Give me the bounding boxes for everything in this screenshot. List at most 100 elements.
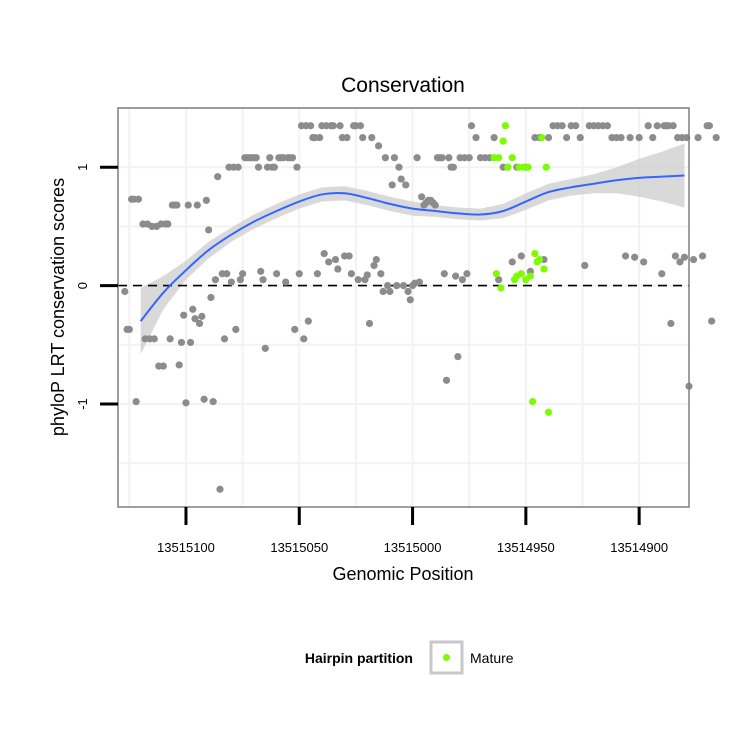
data-point-other [399, 281, 408, 290]
x-axis: 13515100 13515050 13515000 13514950 13514900 [157, 507, 668, 555]
data-point-other [626, 133, 634, 142]
x-tick-label: 13515000 [384, 540, 442, 555]
data-point-other [621, 252, 630, 260]
data-point-other [134, 195, 142, 203]
data-point-mature [542, 163, 550, 171]
data-point-mature [517, 270, 525, 278]
data-point-other [472, 133, 480, 142]
data-point-other [572, 122, 580, 130]
data-point-other [254, 163, 263, 171]
data-point-other [558, 122, 566, 130]
data-point-other [418, 193, 426, 201]
data-point-other [667, 319, 675, 328]
data-point-other [397, 175, 405, 183]
data-point-other [544, 133, 553, 142]
data-point-other [415, 278, 423, 286]
y-tick-label: -1 [75, 398, 90, 410]
data-point-other [368, 133, 376, 142]
x-tick-label: 13515050 [270, 540, 328, 555]
data-point-other [216, 485, 224, 493]
data-point-other [406, 296, 414, 304]
legend-title: Hairpin partition [305, 650, 413, 666]
data-point-other [320, 250, 328, 258]
data-point-other [191, 315, 199, 323]
data-point-other [490, 133, 498, 142]
data-point-other [576, 133, 584, 142]
x-axis-label: Genomic Position [332, 564, 473, 584]
data-point-other [295, 270, 303, 278]
data-point-other [671, 252, 680, 260]
data-point-other [370, 261, 378, 270]
data-point-other [708, 317, 716, 325]
data-point-other [205, 226, 213, 234]
y-axis-label: phyloP LRT conservation scores [48, 178, 68, 436]
data-point-other [563, 133, 571, 142]
data-point-other [603, 122, 612, 130]
confidence-ribbon [140, 143, 685, 355]
data-point-other [331, 255, 340, 264]
data-point-other [698, 252, 707, 260]
data-point-other [329, 122, 337, 130]
legend-key-mature-dot [443, 654, 450, 661]
data-point-other [390, 154, 399, 162]
data-point-other [359, 133, 367, 142]
data-point-other [313, 270, 321, 278]
data-point-mature [526, 272, 534, 280]
data-point-other [304, 317, 312, 325]
data-point-other [177, 338, 186, 347]
data-point-other [689, 255, 698, 264]
data-point-mature [524, 163, 532, 171]
data-point-other [232, 325, 240, 334]
data-point-other [694, 133, 702, 142]
data-point-mature [540, 265, 548, 273]
data-point-other [316, 133, 324, 142]
data-point-mature [492, 270, 501, 278]
legend: Hairpin partition Mature [305, 640, 514, 675]
data-point-other [270, 163, 278, 171]
data-point-other [236, 276, 244, 284]
data-point-mature [504, 163, 512, 171]
data-point-other [581, 261, 589, 270]
data-point-other [159, 362, 167, 370]
data-point-other [463, 270, 471, 278]
data-point-other [402, 181, 410, 189]
data-point-other [467, 122, 476, 130]
data-point-other [184, 201, 192, 209]
data-point-other [442, 376, 451, 384]
data-point-other [193, 201, 201, 209]
data-point-other [214, 173, 222, 181]
data-point-other [384, 281, 392, 290]
data-point-other [680, 253, 689, 261]
data-point-other [288, 154, 297, 162]
x-tick-label: 13515100 [157, 540, 215, 555]
data-point-other [395, 163, 403, 171]
data-point-other [186, 338, 195, 347]
points-other-group [121, 122, 720, 493]
data-point-other [164, 220, 172, 228]
data-point-other [198, 312, 206, 320]
data-point-other [393, 281, 401, 290]
data-point-other [653, 122, 661, 130]
data-point-mature [508, 154, 516, 162]
data-point-other [379, 287, 387, 296]
data-point-other [458, 276, 467, 284]
data-point-other [644, 122, 652, 130]
data-point-other [175, 361, 183, 369]
data-point-other [257, 267, 265, 275]
data-point-mature [535, 255, 544, 264]
data-point-other [377, 270, 385, 278]
data-point-other [239, 270, 247, 278]
data-point-other [306, 122, 315, 130]
smooth-trend-line [139, 174, 685, 322]
data-point-other [189, 305, 197, 313]
data-point-mature [497, 284, 505, 292]
data-point-other [372, 255, 380, 264]
data-point-mature [501, 122, 510, 130]
data-point-other [132, 398, 140, 406]
data-point-other [227, 278, 235, 286]
legend-label-mature: Mature [470, 650, 514, 666]
data-point-other [325, 258, 333, 266]
data-point-other [508, 258, 516, 266]
data-point-other [631, 253, 639, 261]
points-mature-group [490, 122, 553, 416]
